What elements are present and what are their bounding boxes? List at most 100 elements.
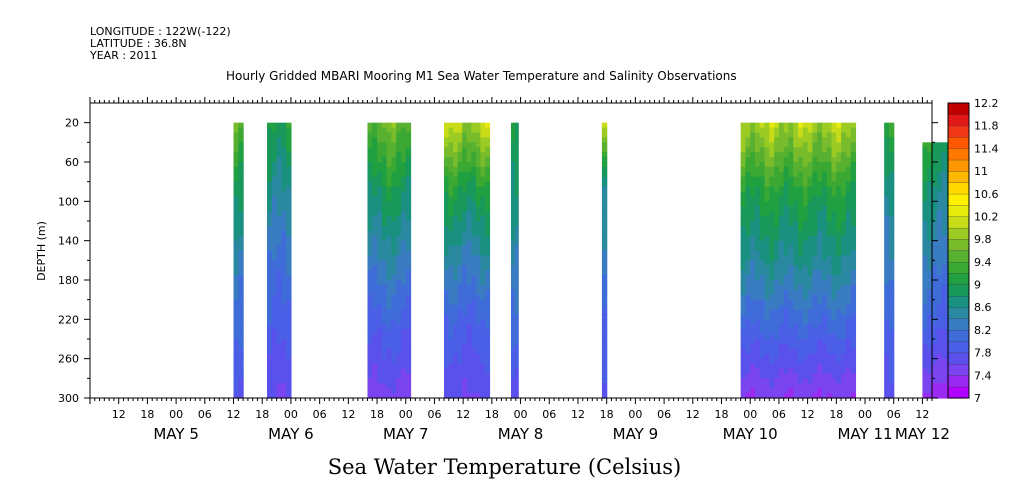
heatmap-cell [480,147,486,153]
heatmap-cell [812,196,818,202]
heatmap-cell [888,225,895,232]
heatmap-cell [941,240,947,247]
heatmap-cell [238,221,244,227]
heatmap-cell [821,378,828,384]
heatmap-cell [793,225,799,232]
heatmap-cell [271,142,278,148]
heatmap-cell [807,294,813,301]
heatmap-cell [941,230,947,237]
heatmap-cell [831,137,837,143]
heatmap-cell [932,201,938,207]
heatmap-cell [367,260,373,266]
heatmap-cell [511,289,516,296]
heatmap-cell [601,147,608,153]
heatmap-cell [826,196,833,202]
heatmap-cell [400,353,407,360]
heatmap-cell [514,373,519,379]
heatmap-cell [457,186,463,193]
heatmap-cell [286,191,292,198]
heatmap-cell [884,250,890,257]
heatmap-cell [466,363,472,370]
heatmap-cell [769,304,775,311]
heatmap-cell [817,132,823,139]
heatmap-cell [233,176,239,183]
heatmap-cell [480,230,486,237]
heatmap-cell [745,265,751,271]
heatmap-cell [267,122,273,129]
heatmap-cell [817,230,823,237]
heatmap-cell [386,270,392,276]
heatmap-cell [812,339,818,345]
heatmap-cell [764,127,770,134]
heatmap-cell [377,383,383,389]
heatmap-cell [271,373,278,379]
heatmap-cell [462,211,468,217]
heatmap-cell [400,196,407,202]
heatmap-cell [238,334,244,340]
heatmap-cell [764,339,770,345]
x-hour-label: 06 [542,408,556,421]
heatmap-cell [276,191,282,198]
heatmap-cell [286,127,292,134]
heatmap-cell [233,265,239,271]
heatmap-cell [793,127,799,134]
heatmap-cell [769,368,775,375]
heatmap-cell [798,216,804,222]
heatmap-cell [381,152,388,158]
heatmap-cell [386,230,392,237]
heatmap-cell [750,304,756,311]
heatmap-cell [267,152,273,158]
heatmap-cell [448,289,454,296]
heatmap-cell [372,225,378,232]
heatmap-cell [405,250,412,257]
heatmap-cell [511,201,516,207]
heatmap-cell [514,289,519,296]
heatmap-cell [448,314,454,320]
heatmap-cell [941,201,947,207]
heatmap-cell [845,378,852,384]
heatmap-cell [457,152,463,158]
heatmap-cell [367,240,373,247]
heatmap-cell [888,171,895,178]
heatmap-cell [471,127,477,134]
heatmap-cell [821,235,828,242]
heatmap-cell [377,363,383,370]
heatmap-cell [281,216,287,222]
heatmap-cell [845,373,852,379]
heatmap-cell [807,211,813,217]
heatmap-cell [922,339,928,345]
heatmap-cell [396,393,402,399]
heatmap-cell [267,393,273,399]
heatmap-cell [740,255,747,261]
heatmap-cell [484,373,491,379]
heatmap-cell [845,393,852,399]
heatmap-cell [267,181,273,188]
heatmap-cell [400,393,407,399]
heatmap-cell [484,334,491,340]
heatmap-cell [484,216,491,222]
heatmap-cell [788,299,794,306]
heatmap-cell [281,137,287,143]
heatmap-cell [601,230,608,237]
heatmap-cell [514,225,519,232]
heatmap-cell [233,127,239,134]
heatmap-cell [802,270,809,276]
heatmap-cell [381,393,388,399]
heatmap-cell [271,309,278,316]
heatmap-cell [750,280,756,286]
heatmap-cell [754,368,761,375]
heatmap-cell [286,373,292,379]
heatmap-cell [457,142,463,148]
heatmap-cell [850,122,857,129]
heatmap-cell [783,393,790,399]
heatmap-cell [405,225,412,232]
heatmap-cell [821,211,828,217]
heatmap-cell [377,250,383,257]
heatmap-cell [778,314,785,320]
heatmap-cell [778,383,785,389]
heatmap-cell [812,373,818,379]
heatmap-cell [377,216,383,222]
heatmap-cell [807,201,813,207]
heatmap-cell [391,122,397,129]
heatmap-cell [514,343,519,350]
